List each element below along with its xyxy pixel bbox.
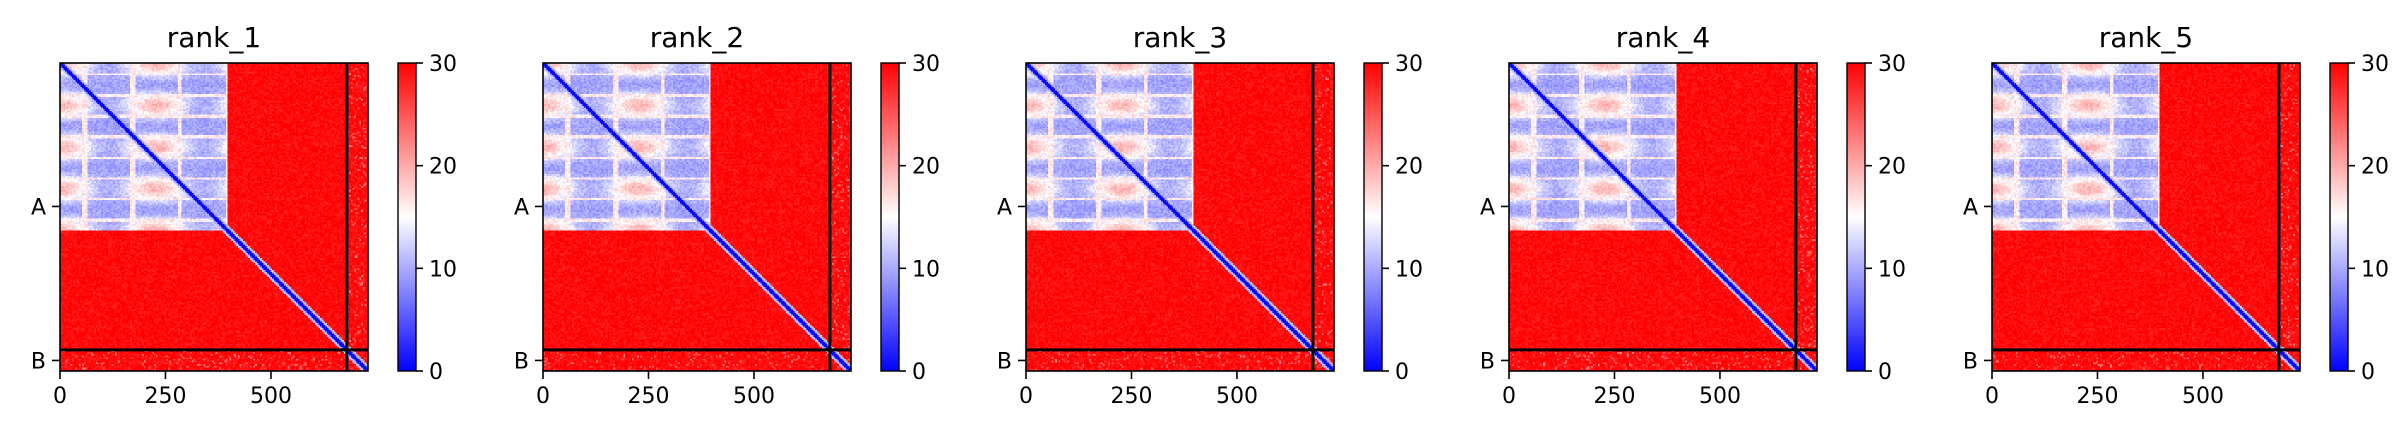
x-tick-label: 0 — [1019, 384, 1033, 409]
colorbar — [880, 62, 900, 372]
x-tick-label: 0 — [536, 384, 550, 409]
heatmap-image — [1992, 63, 2300, 371]
colorbar-tick-label: 30 — [912, 52, 940, 77]
colorbar-tick-label: 0 — [1878, 360, 1892, 385]
colorbar-tick-label: 30 — [2361, 52, 2389, 77]
x-tick-label: 500 — [1216, 384, 1258, 409]
axes-frame — [59, 62, 369, 372]
axes-frame — [1508, 62, 1818, 372]
colorbar-tick-label: 20 — [1878, 155, 1906, 180]
x-tick-label: 250 — [2076, 384, 2118, 409]
colorbar-tick-label: 30 — [429, 52, 457, 77]
x-tick-label: 500 — [733, 384, 775, 409]
heatmap-image — [543, 63, 851, 371]
colorbar-tick-label: 10 — [912, 257, 940, 282]
x-tick-label: 0 — [1502, 384, 1516, 409]
y-tick-label-chain: A — [31, 195, 46, 220]
heatmap-image — [1026, 63, 1334, 371]
y-tick-label-chain: B — [997, 349, 1012, 374]
y-tick-label-chain: A — [514, 195, 529, 220]
colorbar-tick-label: 20 — [912, 155, 940, 180]
panel-title: rank_2 — [650, 21, 744, 54]
colorbar — [2329, 62, 2349, 372]
colorbar — [397, 62, 417, 372]
x-tick-label: 500 — [250, 384, 292, 409]
axes-frame — [542, 62, 852, 372]
panel-title: rank_5 — [2099, 21, 2193, 54]
panel-title: rank_3 — [1133, 21, 1227, 54]
colorbar — [1363, 62, 1383, 372]
y-tick-label-chain: A — [1480, 195, 1495, 220]
axes-frame — [1025, 62, 1335, 372]
x-tick-label: 250 — [1593, 384, 1635, 409]
colorbar-tick-label: 0 — [1395, 360, 1409, 385]
colorbar-tick-label: 0 — [912, 360, 926, 385]
x-tick-label: 250 — [144, 384, 186, 409]
colorbar-tick-label: 30 — [1395, 52, 1423, 77]
colorbar-tick-label: 20 — [2361, 155, 2389, 180]
colorbar-tick-label: 0 — [2361, 360, 2375, 385]
heatmap-image — [1509, 63, 1817, 371]
colorbar-tick-label: 20 — [1395, 155, 1423, 180]
x-tick-label: 250 — [1110, 384, 1152, 409]
x-tick-label: 0 — [53, 384, 67, 409]
y-tick-label-chain: B — [1480, 349, 1495, 374]
y-tick-label-chain: A — [997, 195, 1012, 220]
colorbar-tick-label: 20 — [429, 155, 457, 180]
colorbar-tick-label: 30 — [1878, 52, 1906, 77]
y-tick-label-chain: B — [31, 349, 46, 374]
heatmap-image — [60, 63, 368, 371]
y-tick-label-chain: A — [1963, 195, 1978, 220]
colorbar-tick-label: 10 — [429, 257, 457, 282]
axes-frame — [1991, 62, 2301, 372]
colorbar-tick-label: 0 — [429, 360, 443, 385]
x-tick-label: 250 — [627, 384, 669, 409]
x-tick-label: 500 — [2182, 384, 2224, 409]
colorbar-tick-label: 10 — [1395, 257, 1423, 282]
panel-title: rank_4 — [1616, 21, 1710, 54]
panel-title: rank_1 — [167, 21, 261, 54]
y-tick-label-chain: B — [1963, 349, 1978, 374]
colorbar-tick-label: 10 — [2361, 257, 2389, 282]
y-tick-label-chain: B — [514, 349, 529, 374]
x-tick-label: 0 — [1985, 384, 1999, 409]
colorbar-tick-label: 10 — [1878, 257, 1906, 282]
colorbar — [1846, 62, 1866, 372]
x-tick-label: 500 — [1699, 384, 1741, 409]
